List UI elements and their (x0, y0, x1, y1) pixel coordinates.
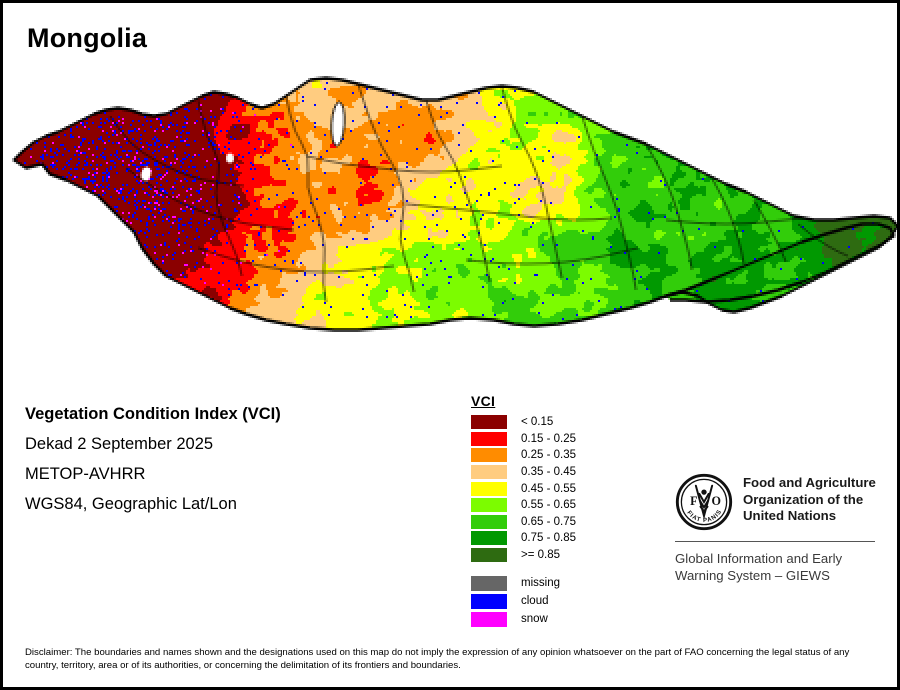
vci-legend: VCI < 0.15 0.15 - 0.25 0.25 - 0.35 0.35 - 0… (471, 393, 661, 628)
legend-label: < 0.15 (521, 416, 554, 429)
legend-swatch (471, 514, 507, 529)
info-period: Dekad 2 September 2025 (25, 435, 214, 453)
legend-row-special: missing (471, 574, 661, 592)
info-projection: WGS84, Geographic Lat/Lon (25, 495, 237, 513)
legend-swatch (471, 465, 507, 480)
legend-swatch (471, 548, 507, 563)
legend-row: 0.65 - 0.75 (471, 514, 661, 531)
legend-row: 0.15 - 0.25 (471, 431, 661, 448)
legend-label: >= 0.85 (521, 549, 561, 562)
legend-label: 0.65 - 0.75 (521, 515, 576, 528)
fao-org-line-2: Organization of the (743, 491, 864, 507)
legend-row: 0.55 - 0.65 (471, 497, 661, 514)
legend-swatch (471, 415, 507, 430)
svg-text:F: F (690, 494, 697, 508)
legend-label: 0.15 - 0.25 (521, 432, 576, 445)
vci-raster-canvas (6, 48, 897, 348)
fao-branding: F O FIAT PANIS Food and Agriculture Orga… (675, 473, 885, 584)
fao-org-line-3: United Nations (743, 508, 837, 523)
legend-row: < 0.15 (471, 414, 661, 431)
legend-swatch (471, 498, 507, 513)
legend-label: 0.25 - 0.35 (521, 449, 576, 462)
legend-swatch (471, 611, 507, 627)
legend-row: >= 0.85 (471, 547, 661, 564)
vci-map (6, 48, 897, 348)
disclaimer-text: Disclaimer: The boundaries and names sho… (25, 647, 850, 672)
fao-header: F O FIAT PANIS Food and Agriculture Orga… (675, 473, 885, 531)
legend-row: 0.35 - 0.45 (471, 464, 661, 481)
fao-org-line-1: Food and Agriculture (743, 475, 876, 490)
fao-organization-name: Food and Agriculture Organization of the… (743, 473, 876, 525)
legend-label: 0.75 - 0.85 (521, 532, 576, 545)
legend-label: missing (521, 577, 560, 590)
info-sensor: METOP-AVHRR (25, 465, 146, 483)
legend-row: 0.75 - 0.85 (471, 530, 661, 547)
legend-row: 0.45 - 0.55 (471, 480, 661, 497)
svg-text:O: O (712, 494, 721, 508)
legend-special-list: missing cloud snow (471, 574, 661, 628)
legend-label: cloud (521, 595, 549, 608)
legend-row: 0.25 - 0.35 (471, 447, 661, 464)
legend-title: VCI (471, 393, 496, 409)
legend-swatch (471, 431, 507, 446)
legend-label: snow (521, 613, 548, 626)
legend-swatch (471, 481, 507, 496)
fao-divider (675, 541, 875, 542)
legend-row-special: snow (471, 610, 661, 628)
fao-logo-icon: F O FIAT PANIS (675, 473, 733, 531)
map-info-block: Vegetation Condition Index (VCI) Dekad 2… (25, 399, 445, 519)
legend-swatch (471, 575, 507, 591)
legend-label: 0.35 - 0.45 (521, 466, 576, 479)
info-product-title: Vegetation Condition Index (VCI) (25, 405, 281, 423)
giews-line-1: Global Information and Early (675, 551, 843, 566)
legend-swatch (471, 593, 507, 609)
legend-swatch (471, 448, 507, 463)
legend-label: 0.45 - 0.55 (521, 482, 576, 495)
giews-system-name: Global Information and Early Warning Sys… (675, 550, 885, 584)
legend-swatch (471, 531, 507, 546)
legend-class-list: < 0.15 0.15 - 0.25 0.25 - 0.35 0.35 - 0.45 0… (471, 414, 661, 563)
giews-line-2: Warning System – GIEWS (675, 568, 830, 583)
legend-row-special: cloud (471, 592, 661, 610)
legend-label: 0.55 - 0.65 (521, 499, 576, 512)
